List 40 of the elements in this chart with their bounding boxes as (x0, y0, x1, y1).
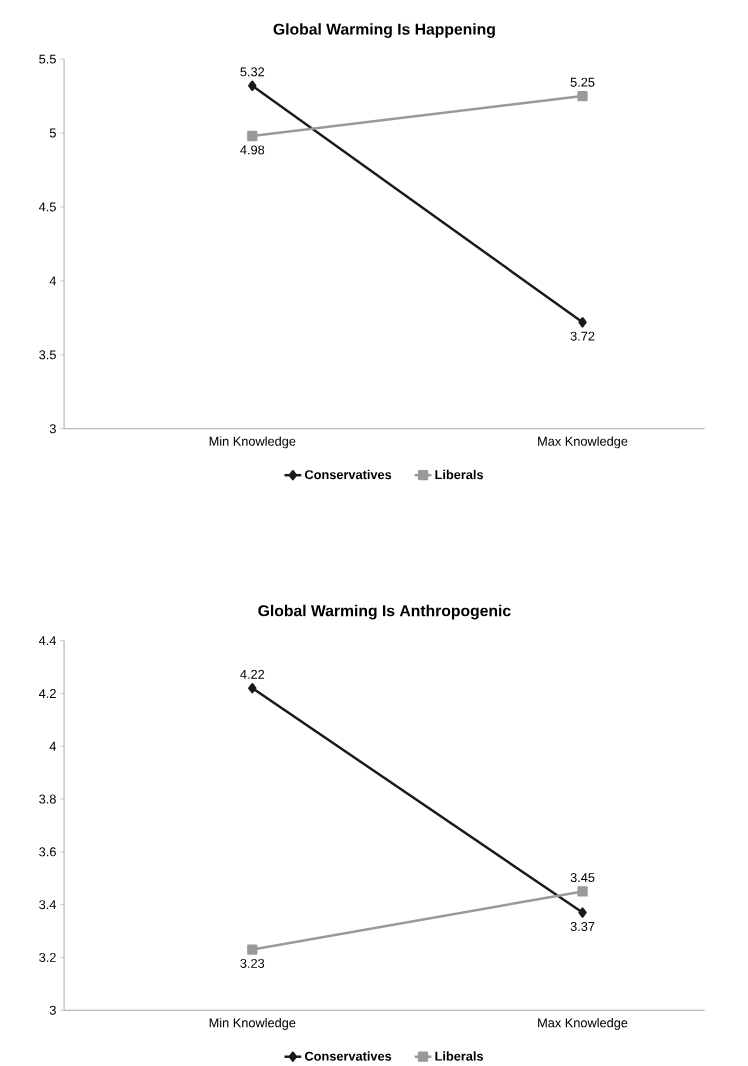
legend-label: Liberals (435, 1051, 483, 1061)
y-tick-label: 3.2 (39, 952, 56, 962)
y-tick-label: 3.5 (39, 350, 56, 360)
point (577, 90, 588, 102)
x-tick-label: Max Knowledge (538, 1017, 628, 1030)
data-label: 5.32 (240, 67, 265, 77)
y-tick-label: 3 (49, 424, 56, 434)
y-tick-label: 4 (49, 276, 57, 286)
legend-label: Liberals (435, 469, 483, 480)
y-tick-label: 3 (49, 1005, 56, 1015)
data-label: 3.37 (570, 921, 595, 931)
legend-label: Conservatives (304, 1051, 392, 1061)
y-tick-label: 4.4 (38, 636, 57, 646)
x-tick-label: Min Knowledge (209, 1017, 296, 1030)
point (247, 130, 258, 142)
point (578, 317, 587, 328)
y-tick-label: 5 (49, 128, 56, 138)
y-tick-label: 5.5 (39, 54, 56, 64)
x-tick-label: Max Knowledge (538, 436, 628, 449)
x-tick-label: Min Knowledge (209, 436, 296, 449)
y-tick-label: 3.6 (39, 847, 56, 857)
data-label: 4.22 (240, 669, 265, 679)
point (247, 944, 258, 955)
point (578, 907, 587, 918)
data-label: 3.23 (240, 958, 265, 968)
y-tick-label: 4.2 (38, 688, 56, 698)
data-label: 4.98 (240, 145, 265, 155)
data-label: 3.72 (570, 331, 595, 341)
legend-label: Conservatives (304, 469, 392, 480)
y-tick-label: 4.5 (38, 202, 56, 212)
y-tick-label: 3.4 (39, 900, 57, 910)
point (248, 80, 257, 91)
chart-title: Global Warming Is Happening (273, 23, 495, 38)
data-label: 3.45 (570, 873, 595, 883)
point (577, 886, 588, 897)
y-tick-label: 3.8 (39, 794, 56, 804)
point (248, 683, 257, 694)
y-tick-label: 4 (49, 741, 57, 751)
data-label: 5.25 (570, 77, 595, 87)
chart-title: Global Warming Is Anthropogenic (258, 604, 511, 620)
